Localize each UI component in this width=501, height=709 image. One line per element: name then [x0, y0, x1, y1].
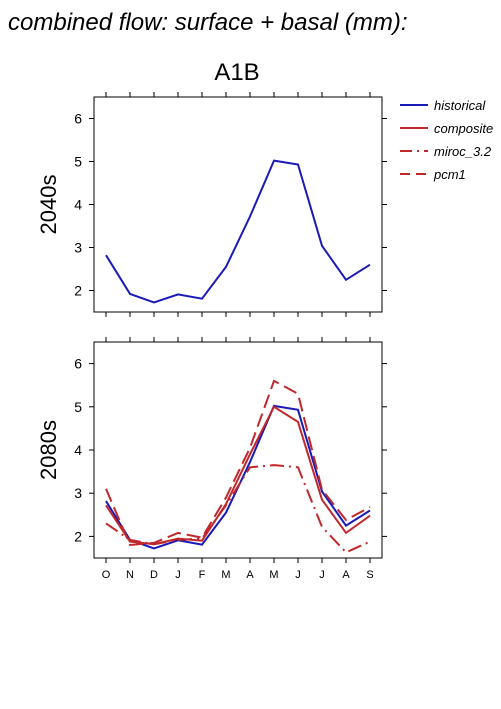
y-tick-label: 2 — [74, 528, 82, 544]
panel-label: 2080s — [36, 420, 61, 480]
legend-label: historical — [434, 98, 486, 113]
x-tick-label: D — [150, 569, 158, 581]
y-tick-label: 6 — [74, 111, 82, 127]
legend-label: miroc_3.2 — [434, 144, 492, 159]
x-tick-label: F — [199, 569, 206, 581]
y-tick-label: 4 — [74, 442, 82, 458]
panel-2040s: 2 3 4 5 6 2040s — [36, 92, 387, 317]
legend: historical composite miroc_3.2 pcm1 — [400, 98, 493, 182]
x-tick-label: O — [102, 569, 111, 581]
series-line-miroc-3-2 — [105, 464, 371, 554]
legend-label: pcm1 — [433, 167, 466, 182]
y-tick-label: 4 — [74, 197, 82, 213]
x-tick-label: J — [175, 569, 181, 581]
x-tick-label: A — [342, 569, 350, 581]
x-tick-label: J — [295, 569, 301, 581]
y-tick-label: 3 — [74, 240, 82, 256]
series-line-historical — [105, 159, 371, 304]
y-tick-label: 3 — [74, 485, 82, 501]
y-tick-label: 6 — [74, 356, 82, 372]
x-tick-label: M — [221, 569, 230, 581]
x-tick-label: S — [366, 569, 373, 581]
panel-label: 2040s — [36, 175, 61, 235]
scenario-title: A1B — [214, 59, 259, 86]
legend-label: composite — [434, 121, 493, 136]
y-tick-label: 2 — [74, 283, 82, 299]
y-tick-label: 5 — [74, 399, 82, 415]
series-line-pcm1 — [105, 379, 371, 547]
page-title: combined flow: surface + basal (mm): — [8, 9, 407, 36]
series-line-composite — [105, 405, 371, 546]
panel-2080s: 2 3 4 5 6 O N D J F M A M J J A S 2080s — [36, 337, 387, 581]
x-tick-label: M — [269, 569, 278, 581]
plot-frame — [93, 341, 383, 559]
x-tick-label: J — [319, 569, 325, 581]
plot-frame — [93, 96, 383, 313]
x-tick-label: A — [246, 569, 254, 581]
x-tick-label: N — [126, 569, 134, 581]
y-tick-label: 5 — [74, 154, 82, 170]
